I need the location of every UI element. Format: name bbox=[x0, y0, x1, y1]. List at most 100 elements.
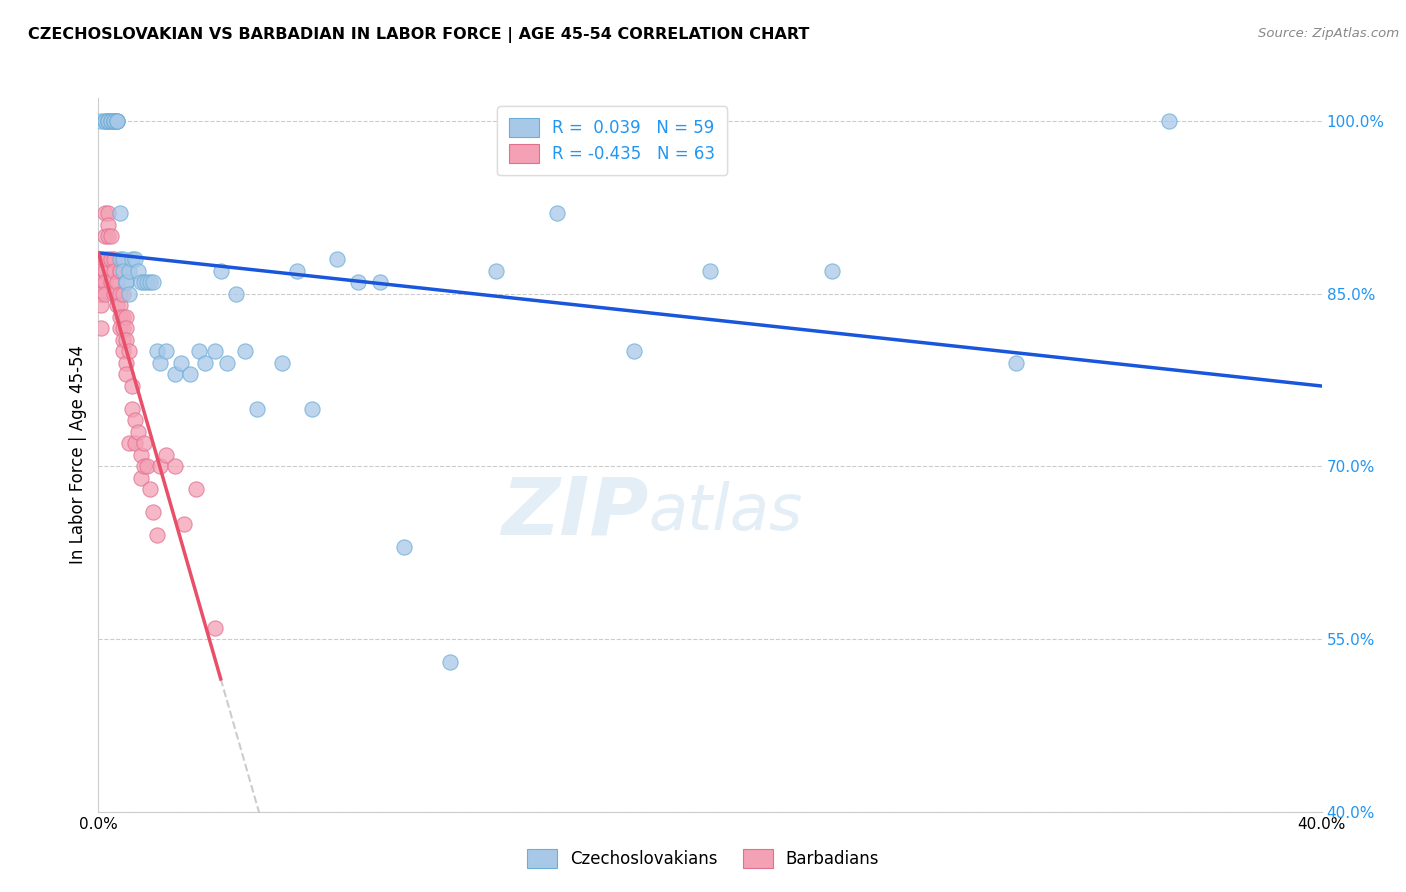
Point bbox=[100, 252, 122, 267]
Point bbox=[115, 368, 138, 382]
Text: ZIP: ZIP bbox=[502, 473, 650, 551]
Point bbox=[209, 264, 232, 278]
Point bbox=[103, 264, 125, 278]
Point bbox=[115, 333, 138, 347]
Point bbox=[623, 344, 645, 359]
Point bbox=[439, 655, 461, 669]
Point bbox=[118, 436, 141, 450]
Point bbox=[124, 252, 146, 267]
Point bbox=[108, 286, 131, 301]
Point bbox=[93, 114, 115, 128]
Point bbox=[97, 114, 120, 128]
Point bbox=[225, 286, 247, 301]
Point bbox=[93, 229, 115, 244]
Point bbox=[111, 321, 134, 335]
Legend: Czechoslovakians, Barbadians: Czechoslovakians, Barbadians bbox=[520, 842, 886, 875]
Point bbox=[105, 114, 128, 128]
Point bbox=[115, 310, 138, 324]
Point bbox=[97, 114, 120, 128]
Point bbox=[108, 264, 131, 278]
Point bbox=[108, 206, 131, 220]
Point bbox=[124, 413, 146, 427]
Point bbox=[93, 286, 115, 301]
Point bbox=[115, 275, 138, 289]
Point bbox=[155, 448, 177, 462]
Point bbox=[100, 114, 122, 128]
Point bbox=[163, 459, 186, 474]
Point bbox=[93, 114, 115, 128]
Point bbox=[699, 264, 721, 278]
Point bbox=[103, 114, 125, 128]
Point bbox=[145, 344, 167, 359]
Point bbox=[100, 114, 122, 128]
Point bbox=[87, 286, 110, 301]
Point bbox=[118, 264, 141, 278]
Point bbox=[121, 379, 143, 393]
Point bbox=[97, 229, 120, 244]
Point bbox=[368, 275, 391, 289]
Point bbox=[90, 286, 112, 301]
Point bbox=[90, 252, 112, 267]
Point bbox=[136, 275, 159, 289]
Point bbox=[129, 275, 152, 289]
Point bbox=[149, 459, 172, 474]
Point bbox=[90, 275, 112, 289]
Point bbox=[115, 356, 138, 370]
Point bbox=[173, 516, 195, 531]
Point bbox=[108, 321, 131, 335]
Point bbox=[170, 356, 193, 370]
Point bbox=[90, 321, 112, 335]
Point bbox=[105, 298, 128, 312]
Point bbox=[546, 206, 568, 220]
Point bbox=[103, 286, 125, 301]
Point bbox=[97, 252, 120, 267]
Legend: R =  0.039   N = 59, R = -0.435   N = 63: R = 0.039 N = 59, R = -0.435 N = 63 bbox=[498, 106, 727, 175]
Point bbox=[87, 275, 110, 289]
Point bbox=[246, 401, 269, 416]
Point bbox=[100, 275, 122, 289]
Point bbox=[111, 252, 134, 267]
Point bbox=[204, 344, 226, 359]
Point bbox=[90, 298, 112, 312]
Point bbox=[121, 252, 143, 267]
Point bbox=[139, 483, 162, 497]
Point bbox=[108, 298, 131, 312]
Point bbox=[285, 264, 308, 278]
Point bbox=[127, 425, 149, 439]
Text: CZECHOSLOVAKIAN VS BARBADIAN IN LABOR FORCE | AGE 45-54 CORRELATION CHART: CZECHOSLOVAKIAN VS BARBADIAN IN LABOR FO… bbox=[28, 27, 810, 43]
Text: Source: ZipAtlas.com: Source: ZipAtlas.com bbox=[1258, 27, 1399, 40]
Point bbox=[485, 264, 508, 278]
Point bbox=[129, 448, 152, 462]
Point bbox=[301, 401, 323, 416]
Point bbox=[134, 275, 156, 289]
Point bbox=[115, 275, 138, 289]
Point bbox=[392, 540, 416, 554]
Point bbox=[204, 621, 226, 635]
Point bbox=[90, 286, 112, 301]
Point bbox=[97, 206, 120, 220]
Point bbox=[270, 356, 292, 370]
Point bbox=[134, 459, 156, 474]
Point bbox=[93, 275, 115, 289]
Point bbox=[188, 344, 211, 359]
Point bbox=[105, 114, 128, 128]
Point bbox=[1157, 114, 1180, 128]
Point bbox=[97, 114, 120, 128]
Point bbox=[103, 114, 125, 128]
Point bbox=[111, 344, 134, 359]
Point bbox=[347, 275, 370, 289]
Point bbox=[115, 321, 138, 335]
Point bbox=[136, 459, 159, 474]
Point bbox=[111, 286, 134, 301]
Point bbox=[326, 252, 349, 267]
Point bbox=[142, 506, 165, 520]
Point bbox=[118, 344, 141, 359]
Point bbox=[215, 356, 238, 370]
Point bbox=[129, 471, 152, 485]
Point bbox=[127, 264, 149, 278]
Point bbox=[111, 333, 134, 347]
Point bbox=[145, 528, 167, 542]
Point bbox=[233, 344, 256, 359]
Point bbox=[134, 436, 156, 450]
Point bbox=[155, 344, 177, 359]
